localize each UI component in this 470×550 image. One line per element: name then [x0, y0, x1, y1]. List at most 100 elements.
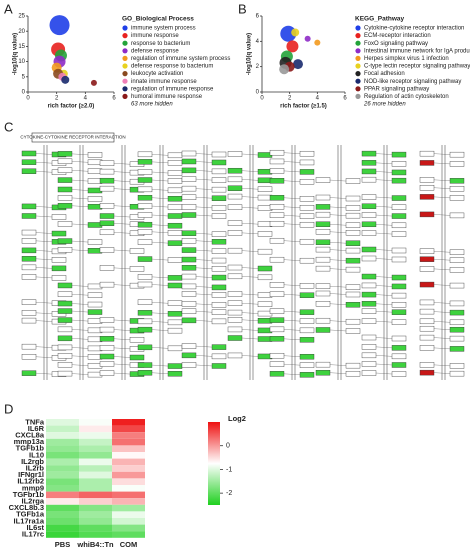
row-label: mmp13a [14, 437, 45, 446]
legend-marker [122, 55, 128, 62]
x-tick-label: 2 [55, 96, 59, 102]
gene-box [391, 302, 407, 308]
heatmap-cell [46, 471, 79, 479]
arrow [433, 321, 451, 323]
panel-label: A [4, 1, 13, 16]
gene-box [181, 265, 197, 271]
arrow [283, 215, 301, 217]
gene-box [99, 317, 115, 323]
gene-box [419, 318, 435, 325]
arrow [329, 372, 347, 374]
gene-box [269, 178, 285, 184]
arrow [329, 286, 347, 288]
arrow [375, 232, 393, 235]
heatmap-cell [79, 511, 112, 518]
arrow [241, 232, 259, 235]
arrow [195, 355, 213, 357]
heatmap-cell [112, 445, 145, 452]
gene-box [181, 238, 197, 244]
gene-box [391, 204, 407, 210]
gene-box [167, 275, 183, 281]
gene-box [167, 204, 183, 210]
gene-box [57, 177, 73, 183]
arrow [151, 372, 169, 374]
gene-box [315, 177, 331, 183]
heatmap-cell [112, 471, 145, 479]
gene-box [137, 151, 153, 158]
arrow [375, 321, 393, 323]
arrow [433, 187, 451, 189]
gene-box [21, 238, 37, 244]
gene-box [299, 283, 315, 289]
arrow [433, 311, 451, 313]
x-tick-label: 6 [343, 96, 347, 102]
arrow [375, 355, 393, 357]
gene-box [21, 299, 37, 305]
heatmap-cell [79, 518, 112, 525]
arrow [113, 284, 131, 286]
legend-marker [355, 55, 361, 62]
gene-box [361, 176, 377, 183]
gene-box [21, 256, 37, 262]
gene-box [137, 310, 153, 316]
gene-box [299, 309, 315, 315]
gene-box [361, 168, 377, 175]
heatmap-cell [112, 458, 145, 466]
arrow [375, 162, 393, 164]
gene-box [345, 291, 361, 298]
gene-box [211, 168, 227, 175]
heatmap-cell [46, 432, 79, 439]
gene-box [391, 151, 407, 158]
panel-label: D [4, 401, 13, 416]
diagram-title: CYTOKINE-CYTOKINE RECEPTOR INTERACTION [20, 135, 125, 140]
arrow [283, 161, 301, 163]
gene-box [137, 370, 153, 376]
gene-box [269, 352, 285, 359]
arrow [375, 153, 393, 155]
arrow [151, 312, 169, 314]
heatmap-cell [112, 478, 145, 485]
arrow [195, 233, 213, 235]
footnote: 26 more hidden [363, 102, 406, 108]
gene-box [269, 308, 285, 314]
gene-box [137, 344, 153, 351]
gene-box [57, 221, 73, 227]
arrow [151, 197, 169, 199]
gene-box [99, 229, 115, 236]
colorbar-tick-label: -1 [226, 466, 232, 473]
gene-box [181, 167, 197, 174]
arrow [113, 188, 131, 190]
gene-box [449, 370, 465, 377]
heatmap-cell [79, 438, 112, 446]
gene-box [181, 158, 197, 165]
arrow [71, 197, 89, 200]
gene-box [227, 193, 243, 200]
gene-box [227, 300, 243, 306]
arrow [375, 276, 393, 278]
gene-box [449, 249, 465, 255]
heatmap-cell [46, 485, 79, 492]
gene-box [315, 301, 331, 307]
arrow [283, 373, 301, 375]
gene-box [227, 291, 243, 297]
gene-box [345, 328, 361, 334]
gene-box [137, 281, 153, 288]
gene-box [299, 169, 315, 175]
arrow [71, 329, 89, 331]
gene-box [57, 151, 73, 157]
gene-box [449, 335, 465, 342]
gene-box [99, 168, 115, 175]
arrow [113, 319, 131, 322]
arrow [241, 196, 259, 198]
legend-label: defense response [131, 48, 179, 54]
legend-marker [122, 78, 128, 84]
arrow [151, 364, 169, 367]
arrow [195, 293, 213, 296]
arrow [71, 240, 89, 243]
gene-box [57, 203, 73, 209]
gene-box [211, 195, 227, 201]
heatmap-cell [79, 452, 112, 459]
gene-box [51, 265, 67, 272]
arrow [375, 258, 393, 260]
